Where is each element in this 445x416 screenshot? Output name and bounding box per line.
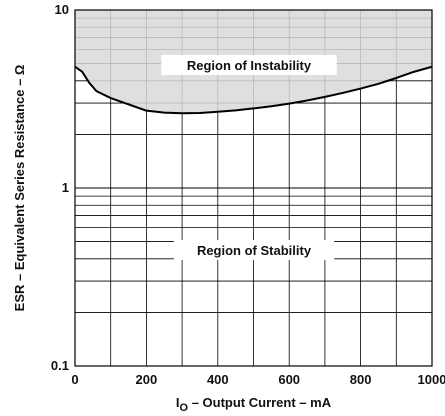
plot-frame (74, 9, 433, 367)
x-tick-label: 0 (71, 372, 78, 387)
x-tick-label: 1000 (418, 372, 445, 387)
x-tick-label: 200 (136, 372, 158, 387)
esr-curve (74, 65, 433, 115)
esr-curve-line (74, 65, 433, 115)
region-instability-label: Region of Instability (161, 55, 337, 75)
x-axis-title-rest: – Output Current – mA (188, 395, 332, 410)
region-stability-text: Region of Stability (197, 243, 312, 258)
y-tick-label: 10 (55, 2, 69, 17)
y-axis-title: ESR – Equivalent Series Resistance – Ω (12, 65, 27, 312)
x-tick-label: 400 (207, 372, 229, 387)
x-tick-label: 600 (278, 372, 300, 387)
x-tick-label: 800 (350, 372, 372, 387)
x-tick-labels: 0 200 400 600 800 1000 (71, 372, 445, 387)
region-stability-label: Region of Stability (173, 240, 335, 260)
y-tick-label: 0.1 (51, 358, 69, 373)
y-tick-label: 1 (62, 180, 69, 195)
x-axis-title-main: I (176, 395, 180, 410)
y-tick-labels: 0.1 1 10 (51, 2, 69, 373)
region-instability-text: Region of Instability (187, 58, 312, 73)
x-axis-title-subscript: O (180, 402, 189, 414)
x-axis-title: IO – Output Current – mA (176, 395, 332, 414)
